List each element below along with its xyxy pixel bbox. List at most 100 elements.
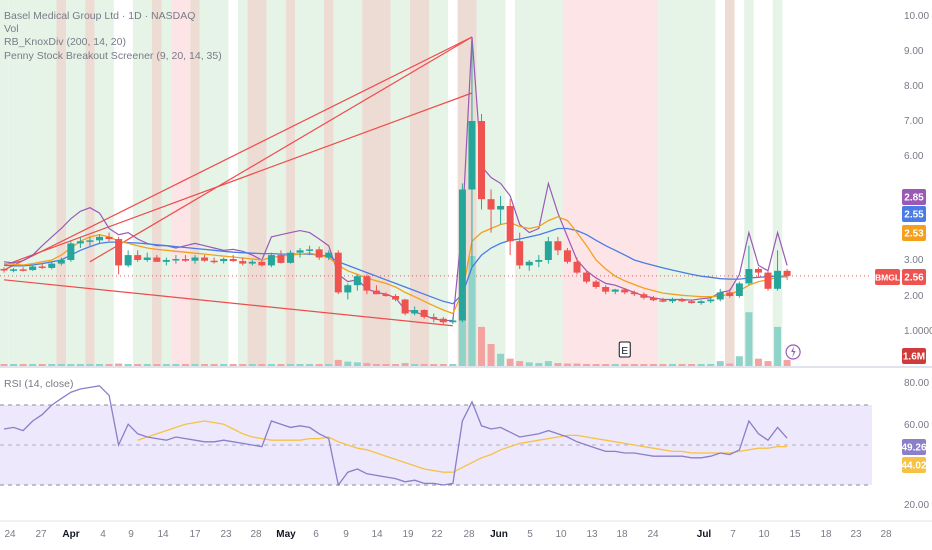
candle-body[interactable] (153, 257, 161, 262)
volume-bar[interactable] (630, 364, 638, 366)
volume-bar[interactable] (143, 364, 151, 366)
candle-body[interactable] (678, 299, 686, 302)
candle-body[interactable] (745, 269, 753, 284)
volume-bar[interactable] (29, 364, 37, 366)
rsi-indicator-label[interactable]: RSI (14, close) (4, 378, 74, 390)
candle-body[interactable] (411, 310, 419, 314)
candle-body[interactable] (630, 292, 638, 295)
volume-bar[interactable] (707, 364, 715, 366)
volume-bar[interactable] (181, 364, 189, 366)
candle-body[interactable] (239, 261, 247, 264)
candle-body[interactable] (29, 266, 37, 271)
volume-bar[interactable] (76, 364, 84, 366)
candle-body[interactable] (220, 259, 228, 262)
candle-body[interactable] (735, 283, 743, 296)
volume-bar[interactable] (659, 364, 667, 366)
candle-body[interactable] (267, 255, 275, 266)
candle-body[interactable] (487, 199, 495, 210)
volume-bar[interactable] (678, 364, 686, 366)
candle-body[interactable] (764, 272, 772, 289)
candle-body[interactable] (296, 250, 304, 253)
candle-body[interactable] (134, 255, 142, 260)
candle-body[interactable] (162, 260, 170, 262)
volume-bar[interactable] (697, 364, 705, 366)
volume-bar[interactable] (420, 364, 428, 366)
volume-bar[interactable] (172, 364, 180, 366)
volume-bar[interactable] (334, 359, 342, 366)
volume-bar[interactable] (573, 363, 581, 366)
volume-bar[interactable] (248, 364, 256, 366)
volume-bar[interactable] (592, 364, 600, 366)
trend-line[interactable] (89, 36, 473, 263)
volume-bar[interactable] (287, 364, 294, 366)
volume-bar[interactable] (10, 364, 18, 366)
volume-bar[interactable] (277, 364, 285, 366)
volume-bar[interactable] (239, 364, 247, 366)
volume-bar[interactable] (430, 364, 438, 366)
candle-body[interactable] (506, 205, 514, 242)
volume-bar[interactable] (478, 326, 485, 366)
candle-body[interactable] (277, 255, 285, 263)
candle-body[interactable] (325, 252, 333, 258)
volume-bar[interactable] (602, 364, 610, 366)
candle-body[interactable] (76, 241, 84, 244)
candle-body[interactable] (57, 260, 65, 264)
candle-body[interactable] (544, 241, 552, 260)
candle-body[interactable] (382, 294, 390, 296)
candle-body[interactable] (248, 261, 256, 264)
candle-body[interactable] (96, 236, 103, 241)
candle-body[interactable] (181, 259, 189, 261)
candle-body[interactable] (392, 296, 400, 300)
candle-body[interactable] (38, 266, 46, 268)
volume-bar[interactable] (669, 364, 676, 366)
candle-body[interactable] (726, 292, 734, 296)
candle-body[interactable] (611, 289, 619, 292)
volume-bar[interactable] (105, 364, 113, 366)
volume-bar[interactable] (468, 256, 476, 366)
volume-bar[interactable] (19, 364, 27, 366)
volume-bar[interactable] (458, 307, 466, 366)
candle-body[interactable] (716, 292, 724, 300)
candle-body[interactable] (143, 257, 151, 260)
volume-bar[interactable] (716, 361, 724, 366)
candle-body[interactable] (10, 269, 18, 271)
candle-body[interactable] (754, 269, 762, 273)
volume-bar[interactable] (372, 364, 380, 366)
candle-body[interactable] (621, 289, 629, 293)
candle-body[interactable] (105, 236, 113, 240)
candle-body[interactable] (315, 249, 323, 258)
candle-body[interactable] (649, 297, 657, 301)
volume-bar[interactable] (764, 361, 772, 366)
volume-bar[interactable] (48, 364, 56, 366)
volume-bar[interactable] (487, 344, 495, 366)
candle-body[interactable] (86, 240, 94, 242)
candle-body[interactable] (640, 294, 648, 298)
candle-body[interactable] (697, 301, 705, 303)
candle-body[interactable] (48, 263, 56, 268)
volume-bar[interactable] (497, 353, 505, 366)
trend-line[interactable] (3, 36, 473, 271)
volume-bar[interactable] (86, 364, 94, 366)
candle-body[interactable] (774, 270, 782, 289)
candle-body[interactable] (602, 287, 610, 292)
candle-body[interactable] (439, 318, 447, 323)
candle-body[interactable] (334, 252, 342, 293)
volume-bar[interactable] (774, 326, 782, 366)
candle-body[interactable] (669, 299, 676, 302)
candle-body[interactable] (468, 121, 476, 190)
candle-body[interactable] (554, 241, 562, 251)
volume-bar[interactable] (745, 312, 753, 366)
candle-body[interactable] (124, 255, 132, 266)
candle-body[interactable] (592, 281, 600, 287)
knoxdiv-indicator-label[interactable]: RB_KnoxDiv (200, 14, 20) (4, 36, 126, 49)
volume-bar[interactable] (210, 364, 218, 366)
volume-bar[interactable] (67, 364, 75, 366)
candle-body[interactable] (573, 261, 581, 273)
screener-indicator-label[interactable]: Penny Stock Breakout Screener (9, 20, 14… (4, 49, 222, 62)
candle-body[interactable] (688, 301, 696, 303)
earnings-marker[interactable] (618, 341, 631, 358)
volume-bar[interactable] (411, 364, 419, 366)
candle-body[interactable] (201, 257, 209, 261)
